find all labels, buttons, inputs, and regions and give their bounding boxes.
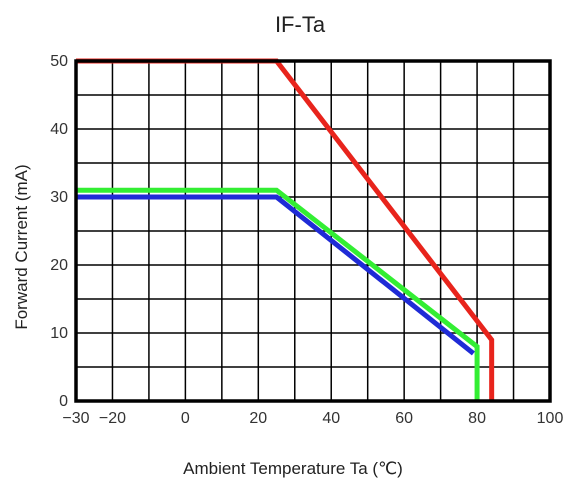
x-tick-label: 100 [537, 410, 564, 427]
grid-layer [76, 61, 550, 401]
y-tick-label: 0 [59, 393, 68, 410]
y-axis-label: Forward Current (mA) [12, 164, 31, 329]
series-line-2 [76, 187, 480, 401]
y-tick-label: 50 [50, 53, 68, 70]
series-line-3 [76, 194, 475, 356]
y-tick-label: 30 [50, 189, 68, 206]
tick-layer: −30 −20 0 20 40 60 80 100 0 10 20 30 40 50 [50, 53, 563, 427]
x-tick-label: 40 [322, 410, 340, 427]
x-tick-label: 60 [395, 410, 413, 427]
y-tick-label: 10 [50, 325, 68, 342]
plot-frame [74, 59, 552, 403]
y-tick-label: 20 [50, 257, 68, 274]
y-tick-label: 40 [50, 121, 68, 138]
x-tick-label: −20 [99, 410, 126, 427]
x-tick-label: 20 [249, 410, 267, 427]
x-axis-label: Ambient Temperature Ta (℃) [183, 459, 403, 478]
x-tick-label: 80 [468, 410, 486, 427]
x-tick-label: 0 [181, 410, 190, 427]
chart-title: IF-Ta [275, 12, 326, 37]
x-tick-label: −30 [62, 410, 89, 427]
